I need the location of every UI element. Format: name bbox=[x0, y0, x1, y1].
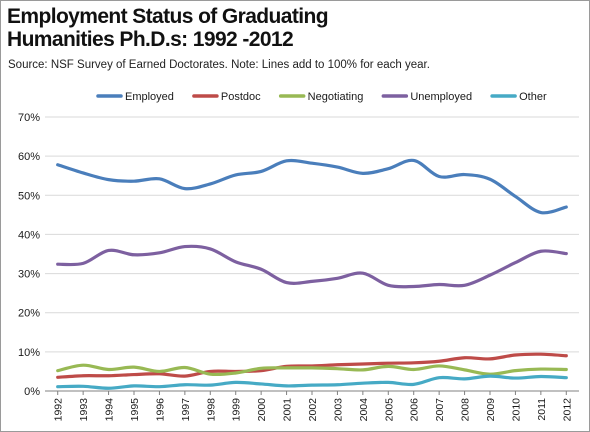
x-tick-label: 2006 bbox=[409, 398, 421, 422]
chart-title-line-1: Employment Status of Graduating bbox=[7, 5, 329, 28]
chart-title-line-2: Humanities Ph.D.s: 1992 -2012 bbox=[7, 28, 294, 51]
y-tick-label: 60% bbox=[18, 151, 40, 163]
y-tick-label: 30% bbox=[18, 269, 40, 281]
legend-label: Negotiating bbox=[308, 91, 364, 103]
legend-item-negotiating: Negotiating bbox=[278, 91, 364, 103]
series-line-employed bbox=[56, 158, 568, 215]
legend-label: Unemployed bbox=[410, 91, 472, 103]
legend-label: Employed bbox=[125, 91, 174, 103]
x-tick-label: 2011 bbox=[536, 398, 548, 421]
grid-lines bbox=[45, 116, 579, 353]
legend-item-employed: Employed bbox=[96, 91, 174, 103]
legend-item-other: Other bbox=[490, 91, 547, 103]
x-tick-label: 2007 bbox=[434, 398, 446, 422]
x-tick-label: 2000 bbox=[256, 398, 268, 422]
x-tick-label: 1992 bbox=[53, 398, 65, 422]
legend-item-postdoc: Postdoc bbox=[192, 91, 261, 103]
x-tick-label: 1999 bbox=[231, 398, 243, 422]
x-tick-label: 2008 bbox=[460, 398, 472, 422]
x-tick-label: 1997 bbox=[180, 398, 192, 422]
y-axis-ticks: 0% 10% 20% 30% 40% 50% 60% 70% bbox=[18, 112, 40, 398]
x-tick-label: 1993 bbox=[78, 398, 90, 422]
legend-item-unemployed: Unemployed bbox=[381, 91, 472, 103]
x-tick-label: 2004 bbox=[358, 398, 370, 422]
x-tick-label: 2005 bbox=[383, 398, 395, 422]
series-line-negotiating bbox=[56, 363, 568, 377]
x-tick-label: 2012 bbox=[561, 398, 573, 422]
x-axis-ticks: 1992 1993 1994 1995 1996 1997 1998 1999 2000 2001… bbox=[53, 391, 573, 422]
x-tick-label: 2010 bbox=[510, 398, 522, 422]
legend-label: Other bbox=[519, 91, 547, 103]
x-tick-label: 1998 bbox=[205, 398, 217, 422]
x-tick-label: 1996 bbox=[154, 398, 166, 422]
chart-subtitle: Source: NSF Survey of Earned Doctorates.… bbox=[8, 59, 430, 71]
legend: Employed Postdoc Negotiating Unemployed Othe… bbox=[96, 91, 547, 103]
x-tick-label: 2001 bbox=[282, 398, 294, 422]
series-lines bbox=[56, 158, 568, 390]
y-tick-label: 20% bbox=[18, 308, 40, 320]
y-tick-label: 40% bbox=[18, 229, 40, 241]
series-line-unemployed bbox=[56, 244, 568, 289]
chart-title: Employment Status of Graduating Humaniti… bbox=[7, 5, 329, 51]
y-tick-label: 0% bbox=[24, 386, 40, 398]
x-tick-label: 1995 bbox=[129, 398, 141, 422]
y-tick-label: 50% bbox=[18, 190, 40, 202]
series-line-other bbox=[56, 374, 568, 390]
y-tick-label: 10% bbox=[18, 347, 40, 359]
y-tick-label: 70% bbox=[18, 112, 40, 124]
x-tick-label: 2003 bbox=[332, 398, 344, 422]
x-tick-label: 2009 bbox=[485, 398, 497, 422]
x-tick-label: 2002 bbox=[307, 398, 319, 422]
series-line-postdoc bbox=[56, 352, 568, 379]
legend-label: Postdoc bbox=[221, 91, 261, 103]
x-tick-label: 1994 bbox=[104, 398, 116, 422]
